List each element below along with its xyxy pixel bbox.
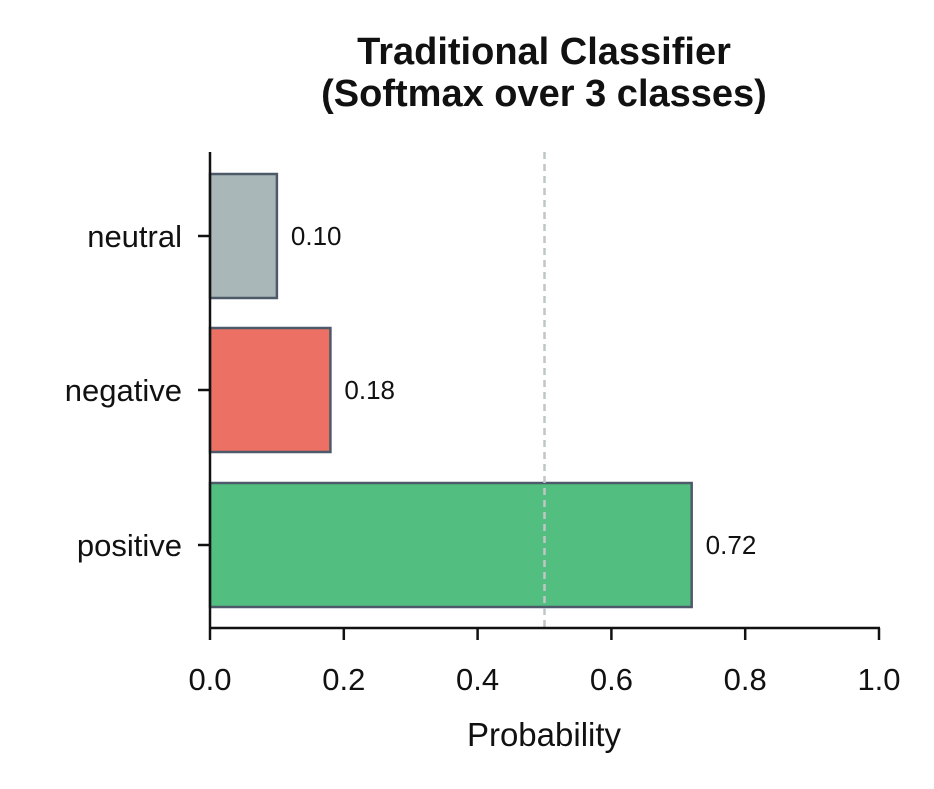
bar-negative xyxy=(208,326,332,454)
bar-positive xyxy=(208,481,693,609)
x-tick-label: 0.2 xyxy=(322,662,365,697)
bars xyxy=(208,172,693,609)
y-tick-label-positive: positive xyxy=(77,528,182,563)
value-label-positive: 0.72 xyxy=(706,530,757,560)
x-ticks: 0.0 0.2 0.4 0.6 0.8 1.0 xyxy=(188,628,901,697)
value-labels: 0.72 0.18 0.10 xyxy=(291,221,756,560)
bar-neutral xyxy=(208,172,279,300)
value-label-negative: 0.18 xyxy=(344,375,395,405)
chart-title-line: Traditional Classifier xyxy=(357,31,731,73)
x-tick-label: 0.8 xyxy=(724,662,767,697)
y-ticks: positive negative neutral xyxy=(65,219,210,563)
x-tick-label: 0.0 xyxy=(188,662,231,697)
y-tick-label-neutral: neutral xyxy=(87,219,182,254)
x-axis-label: Probability xyxy=(467,716,622,753)
value-label-neutral: 0.10 xyxy=(291,221,342,251)
chart-title-line: (Softmax over 3 classes) xyxy=(321,73,767,115)
chart-title: Traditional Classifier(Softmax over 3 cl… xyxy=(321,31,767,115)
x-tick-label: 0.6 xyxy=(590,662,633,697)
x-tick-label: 0.4 xyxy=(456,662,499,697)
x-tick-label: 1.0 xyxy=(857,662,900,697)
y-tick-label-negative: negative xyxy=(65,373,182,408)
